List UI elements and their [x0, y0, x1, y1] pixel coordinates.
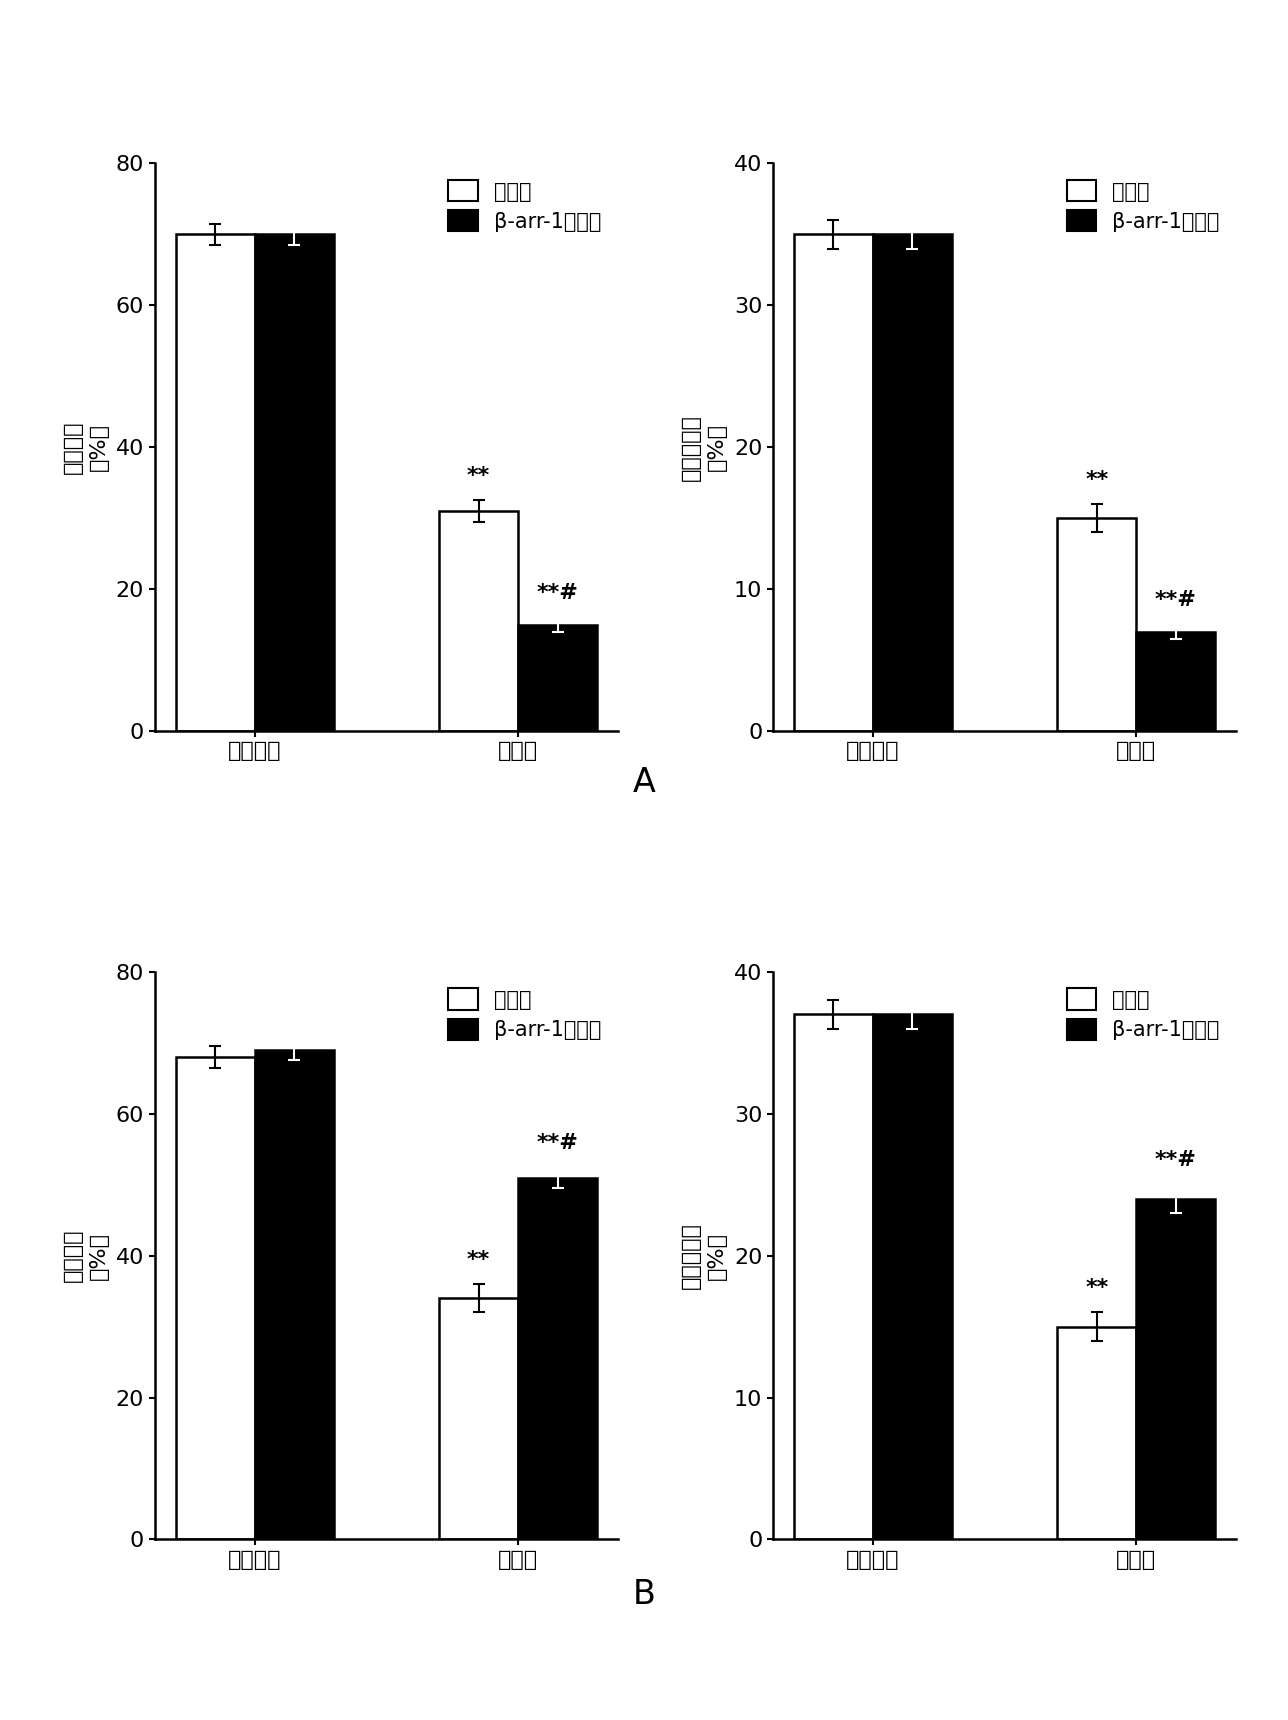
Y-axis label: 短轴缩短率
（%）: 短轴缩短率 （%）	[680, 1223, 726, 1288]
Bar	[255, 1049, 334, 1539]
Bar	[518, 1178, 598, 1539]
Text: A: A	[632, 765, 656, 800]
Bar	[518, 624, 598, 731]
Bar	[439, 511, 518, 731]
Text: **: **	[1086, 470, 1109, 490]
Bar	[439, 1299, 518, 1539]
Text: **#: **#	[1155, 590, 1197, 611]
Y-axis label: 射血分数
（%）: 射血分数 （%）	[62, 1228, 108, 1283]
Legend: 野生型, β-arr-1转基因: 野生型, β-arr-1转基因	[1060, 982, 1226, 1046]
Bar	[1057, 1326, 1136, 1539]
Bar	[1136, 1199, 1216, 1539]
Text: **#: **#	[1155, 1151, 1197, 1170]
Bar	[255, 234, 334, 731]
Bar	[175, 1056, 255, 1539]
Bar	[175, 234, 255, 731]
Y-axis label: 短轴缩短率
（%）: 短轴缩短率 （%）	[680, 415, 726, 480]
Text: **: **	[1086, 1278, 1109, 1299]
Text: **#: **#	[537, 1133, 578, 1152]
Bar	[793, 234, 873, 731]
Bar	[873, 1015, 952, 1539]
Text: **: **	[468, 466, 491, 487]
Bar	[1057, 518, 1136, 731]
Bar	[793, 1015, 873, 1539]
Text: **#: **#	[537, 583, 578, 604]
Bar	[873, 234, 952, 731]
Legend: 野生型, β-arr-1敲除型: 野生型, β-arr-1敲除型	[1060, 174, 1226, 237]
Legend: 野生型, β-arr-1敲除型: 野生型, β-arr-1敲除型	[442, 174, 608, 237]
Legend: 野生型, β-arr-1转基因: 野生型, β-arr-1转基因	[442, 982, 608, 1046]
Bar	[1136, 631, 1216, 731]
Y-axis label: 射血分数
（%）: 射血分数 （%）	[62, 420, 108, 475]
Text: B: B	[632, 1577, 656, 1612]
Text: **: **	[468, 1250, 491, 1269]
